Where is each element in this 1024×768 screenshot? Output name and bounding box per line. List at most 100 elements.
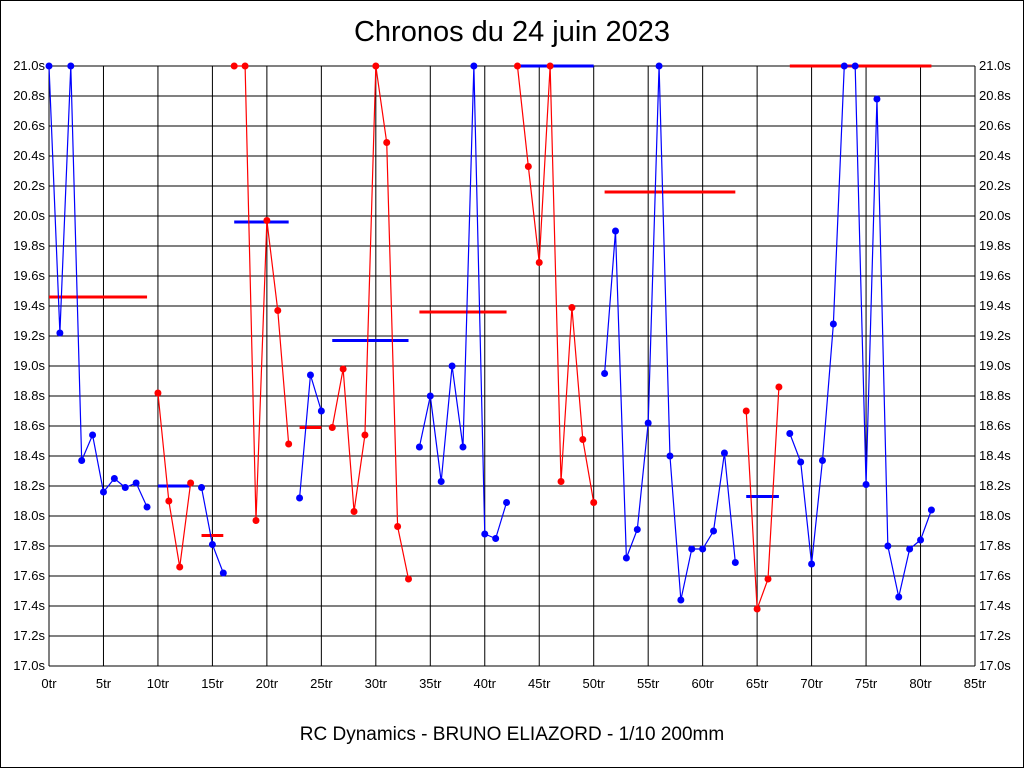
y-tick-label-right: 18.6s: [979, 418, 1011, 433]
data-point: [67, 62, 75, 70]
data-point: [862, 481, 870, 488]
data-point: [884, 542, 892, 550]
data-point: [590, 499, 598, 506]
y-tick-label-left: 19.4s: [13, 298, 45, 313]
y-tick-label-left: 17.4s: [13, 598, 45, 613]
data-point: [764, 575, 772, 583]
data-point: [405, 575, 413, 583]
y-tick-label-right: 18.0s: [979, 508, 1011, 523]
data-point: [263, 217, 271, 224]
data-point: [840, 62, 848, 70]
y-tick-label-right: 20.2s: [979, 178, 1011, 193]
data-point: [513, 62, 521, 70]
data-point: [557, 478, 565, 485]
y-tick-label-left: 17.8s: [13, 538, 45, 553]
data-point: [285, 440, 293, 448]
x-tick-label: 30tr: [365, 676, 388, 691]
data-point: [503, 499, 511, 506]
y-tick-label-left: 19.2s: [13, 328, 45, 343]
y-tick-label-right: 20.0s: [979, 208, 1011, 223]
data-point: [415, 443, 423, 451]
y-tick-label-left: 17.2s: [13, 628, 45, 643]
y-tick-label-right: 19.0s: [979, 358, 1011, 373]
data-point: [601, 370, 609, 377]
x-tick-label: 20tr: [256, 676, 279, 691]
y-tick-label-right: 18.2s: [979, 478, 1011, 493]
y-tick-label-right: 18.4s: [979, 448, 1011, 463]
data-point: [786, 430, 794, 437]
chart-footer: RC Dynamics - BRUNO ELIAZORD - 1/10 200m…: [299, 724, 725, 745]
data-point: [459, 443, 467, 451]
data-point: [350, 508, 358, 515]
x-tick-label: 25tr: [310, 676, 333, 691]
y-tick-label-right: 19.8s: [979, 238, 1011, 253]
data-point: [121, 484, 129, 491]
data-point: [579, 436, 587, 443]
data-point: [198, 484, 206, 491]
series-line: [331, 65, 410, 580]
data-point: [132, 479, 140, 487]
y-tick-label-right: 18.8s: [979, 388, 1011, 403]
data-point: [677, 596, 685, 604]
y-tick-label-left: 19.8s: [13, 238, 45, 253]
y-tick-label-left: 19.0s: [13, 358, 45, 373]
data-point: [622, 554, 630, 562]
y-tick-label-right: 17.2s: [979, 628, 1011, 643]
x-tick-label: 40tr: [474, 676, 497, 691]
data-point: [187, 479, 195, 487]
y-tick-label-left: 20.0s: [13, 208, 45, 223]
x-tick-label: 65tr: [746, 676, 769, 691]
data-point: [535, 259, 543, 266]
data-point: [731, 559, 739, 566]
data-point: [851, 62, 859, 70]
y-tick-label-left: 19.6s: [13, 268, 45, 283]
series-line: [234, 65, 290, 521]
data-point: [470, 62, 478, 70]
data-point: [437, 478, 445, 485]
x-tick-label: 50tr: [583, 676, 606, 691]
data-point: [99, 488, 107, 496]
data-point: [633, 526, 641, 533]
data-point: [383, 139, 391, 146]
series-line: [157, 392, 192, 568]
y-tick-label-left: 20.4s: [13, 148, 45, 163]
x-tick-label: 5tr: [96, 676, 112, 691]
x-tick-label: 85tr: [964, 676, 987, 691]
series-line: [604, 65, 736, 601]
data-point: [306, 371, 314, 379]
data-point: [372, 62, 380, 70]
y-tick-label-right: 19.4s: [979, 298, 1011, 313]
data-point: [797, 458, 805, 466]
data-point: [655, 62, 663, 70]
data-point: [165, 497, 173, 505]
data-point: [339, 365, 347, 373]
data-point: [208, 541, 216, 548]
y-tick-label-right: 19.2s: [979, 328, 1011, 343]
data-point: [361, 431, 369, 439]
data-point: [296, 494, 304, 502]
data-point: [699, 545, 707, 553]
series-line: [298, 374, 322, 499]
x-tick-label: 35tr: [419, 676, 442, 691]
data-point: [176, 563, 184, 571]
y-tick-label-left: 20.2s: [13, 178, 45, 193]
y-tick-label-left: 20.6s: [13, 118, 45, 133]
series-line: [516, 65, 595, 503]
data-point: [252, 517, 260, 524]
data-point: [56, 329, 64, 337]
data-point: [230, 62, 238, 70]
y-tick-label-left: 17.6s: [13, 568, 45, 583]
y-tick-label-left: 18.4s: [13, 448, 45, 463]
data-point: [492, 535, 500, 542]
y-tick-label-right: 20.4s: [979, 148, 1011, 163]
y-tick-label-left: 21.0s: [13, 58, 45, 73]
data-point: [143, 503, 151, 511]
data-point: [110, 475, 118, 482]
x-tick-label: 75tr: [855, 676, 878, 691]
x-tick-label: 60tr: [691, 676, 714, 691]
data-point: [927, 506, 935, 514]
y-tick-label-left: 17.0s: [13, 658, 45, 673]
data-point: [666, 452, 674, 460]
y-tick-label-right: 17.4s: [979, 598, 1011, 613]
